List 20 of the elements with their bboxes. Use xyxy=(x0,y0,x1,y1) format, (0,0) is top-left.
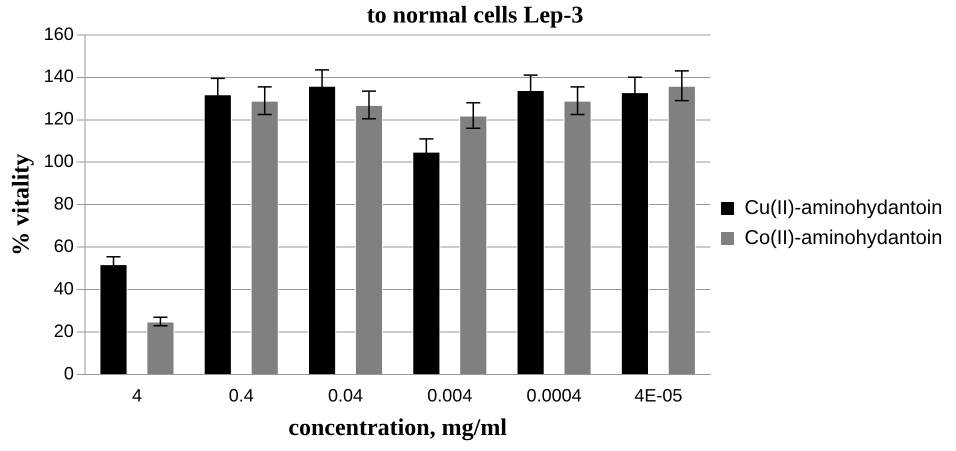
y-tick-label: 0 xyxy=(64,364,74,384)
y-tick-label: 160 xyxy=(44,24,74,44)
y-tick-label: 20 xyxy=(54,321,74,342)
x-tick-label: 0.04 xyxy=(328,385,364,406)
x-axis-title: concentration, mg/ml xyxy=(288,414,508,441)
y-axis-title: % vitality xyxy=(8,154,35,256)
legend-label: Cu(II)-aminohydantoin xyxy=(744,197,942,220)
legend-label: Co(II)-aminohydantoin xyxy=(744,227,942,250)
y-tick-label: 40 xyxy=(54,278,74,299)
x-tick-label: 0.4 xyxy=(228,385,254,406)
x-tick-label: 0.004 xyxy=(427,385,472,406)
y-tick-label: 120 xyxy=(44,108,74,129)
y-tick-label: 140 xyxy=(44,66,74,86)
y-tick-label: 60 xyxy=(54,236,74,256)
x-tick-label: 4E-05 xyxy=(634,385,682,406)
y-tick-label: 100 xyxy=(44,151,74,172)
chart-title: to normal cells Lep-3 xyxy=(366,2,584,29)
y-tick-label: 80 xyxy=(54,194,74,214)
x-tick-label: 4 xyxy=(132,385,142,406)
x-tick-label: 0.0004 xyxy=(526,385,582,406)
